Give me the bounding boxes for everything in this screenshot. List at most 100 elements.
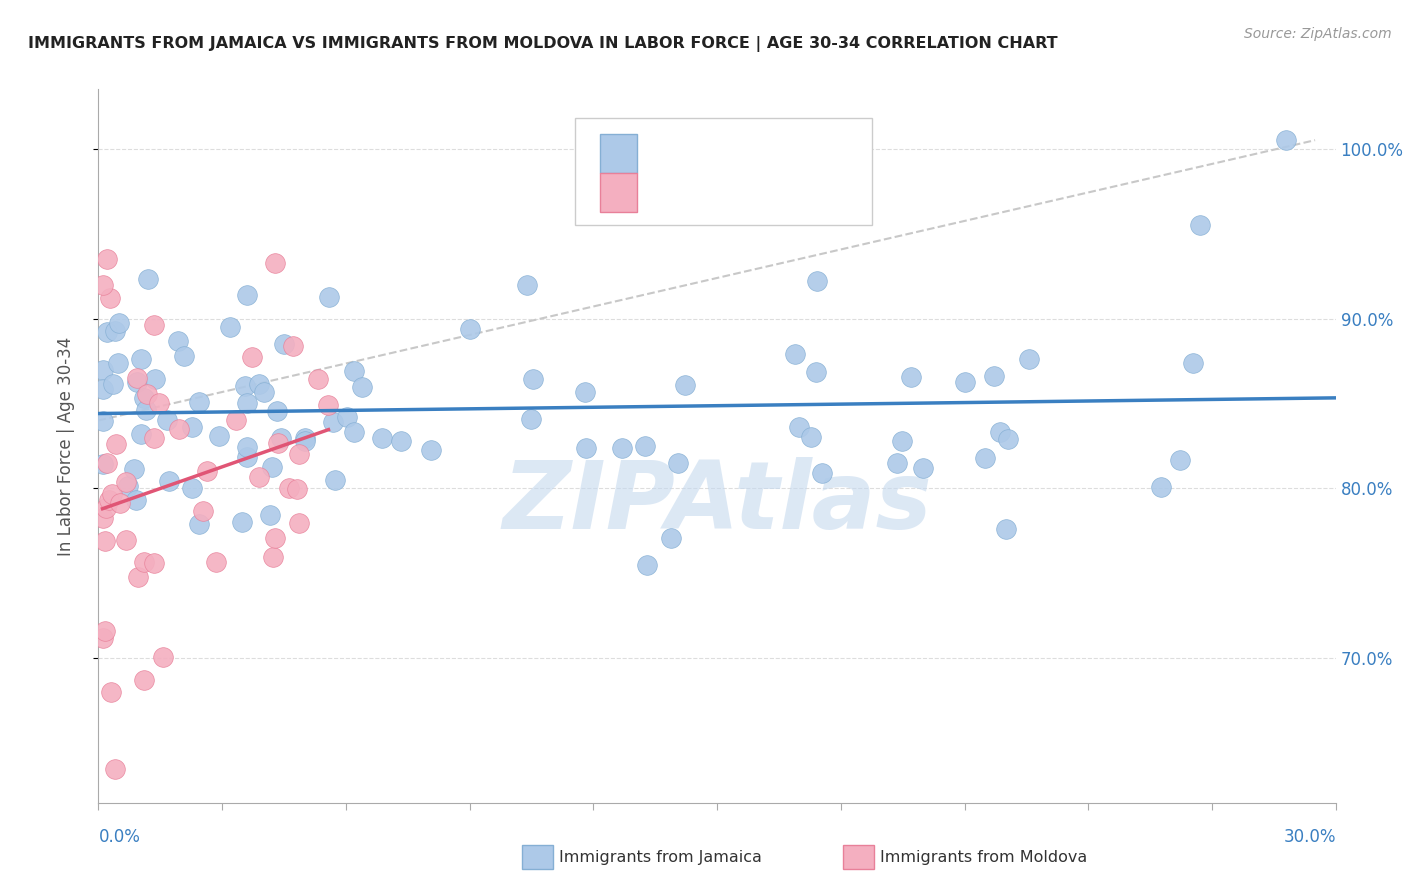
Point: [157, 475, 180, 489]
Point: [294, 434, 316, 448]
Point: [142, 318, 165, 333]
Point: [285, 482, 308, 496]
Point: [294, 431, 316, 445]
Point: [231, 515, 253, 529]
Point: [318, 290, 340, 304]
Text: R = 0.203   N = 86: R = 0.203 N = 86: [650, 145, 820, 163]
Point: [270, 431, 292, 445]
Point: [236, 450, 259, 465]
Point: [181, 420, 204, 434]
Point: [283, 338, 305, 352]
Point: [389, 434, 412, 448]
Point: [983, 368, 1005, 383]
Point: [890, 434, 912, 448]
Point: [91, 363, 114, 377]
Point: [135, 403, 157, 417]
Point: [806, 274, 828, 288]
Point: [253, 384, 276, 399]
Point: [96, 456, 118, 470]
Point: [1182, 356, 1205, 370]
Point: [659, 532, 682, 546]
Point: [236, 396, 259, 410]
Point: [129, 426, 152, 441]
Point: [173, 349, 195, 363]
Text: ZIPAtlas: ZIPAtlas: [502, 457, 932, 549]
Point: [91, 414, 114, 428]
Point: [225, 413, 247, 427]
Point: [101, 487, 124, 501]
Point: [988, 425, 1011, 439]
Point: [127, 371, 149, 385]
Point: [240, 350, 263, 364]
Point: [134, 555, 156, 569]
Point: [458, 321, 481, 335]
Text: Source: ZipAtlas.com: Source: ZipAtlas.com: [1244, 27, 1392, 41]
Point: [350, 380, 373, 394]
Point: [247, 377, 270, 392]
Point: [900, 370, 922, 384]
Point: [264, 532, 287, 546]
Point: [205, 555, 228, 569]
Point: [343, 425, 366, 439]
Point: [273, 336, 295, 351]
Point: [575, 441, 598, 455]
Point: [1170, 453, 1192, 467]
Point: [127, 375, 149, 389]
Point: [235, 288, 257, 302]
Point: [136, 272, 159, 286]
Point: [91, 632, 114, 646]
FancyBboxPatch shape: [599, 134, 637, 173]
Point: [574, 384, 596, 399]
Point: [103, 376, 125, 391]
Point: [1275, 133, 1298, 147]
Point: [997, 433, 1019, 447]
Point: [666, 456, 689, 470]
Point: [208, 428, 231, 442]
Point: [107, 356, 129, 370]
Text: R = 0.234   N = 43: R = 0.234 N = 43: [650, 184, 820, 202]
Point: [262, 459, 284, 474]
Point: [148, 396, 170, 410]
Point: [288, 516, 311, 530]
Point: [262, 550, 284, 565]
Point: [233, 378, 256, 392]
Point: [124, 492, 146, 507]
Text: Immigrants from Moldova: Immigrants from Moldova: [880, 849, 1088, 864]
Point: [142, 431, 165, 445]
Point: [636, 558, 658, 572]
Point: [94, 500, 117, 515]
Point: [994, 522, 1017, 536]
FancyBboxPatch shape: [844, 845, 875, 869]
Point: [152, 650, 174, 665]
Point: [288, 448, 311, 462]
Point: [219, 320, 242, 334]
FancyBboxPatch shape: [522, 845, 553, 869]
Point: [105, 437, 128, 451]
Point: [100, 685, 122, 699]
Point: [522, 372, 544, 386]
Point: [259, 508, 281, 522]
Point: [180, 481, 202, 495]
Point: [108, 316, 131, 330]
Point: [96, 252, 118, 266]
Point: [318, 398, 340, 412]
Point: [612, 442, 634, 456]
Point: [91, 382, 114, 396]
Text: IMMIGRANTS FROM JAMAICA VS IMMIGRANTS FROM MOLDOVA IN LABOR FORCE | AGE 30-34 CO: IMMIGRANTS FROM JAMAICA VS IMMIGRANTS FR…: [28, 36, 1057, 52]
Point: [322, 415, 344, 429]
Point: [266, 403, 288, 417]
Point: [122, 462, 145, 476]
Point: [1018, 351, 1040, 366]
Point: [516, 278, 538, 293]
Point: [336, 409, 359, 424]
Point: [98, 291, 121, 305]
FancyBboxPatch shape: [575, 118, 872, 225]
Point: [307, 371, 329, 385]
Point: [247, 470, 270, 484]
Point: [278, 481, 301, 495]
Point: [953, 375, 976, 389]
Point: [94, 533, 117, 548]
Point: [267, 435, 290, 450]
Point: [187, 395, 209, 409]
Point: [800, 430, 823, 444]
